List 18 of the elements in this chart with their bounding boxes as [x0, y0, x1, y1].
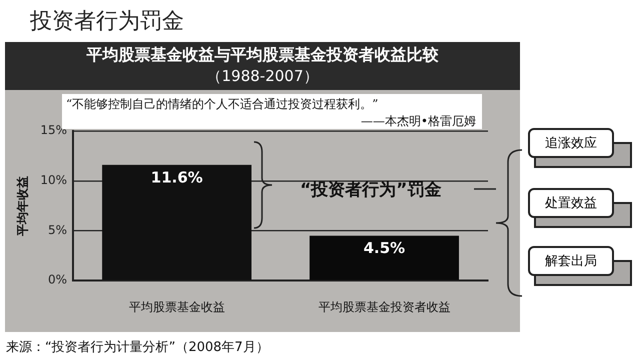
text: 处置效益 [528, 188, 614, 218]
y-tick-label: 5% [48, 222, 68, 237]
text: 投资者行为罚金 [30, 8, 184, 36]
data-label: 11.6% [150, 168, 203, 186]
data-label: 4.5% [363, 239, 406, 258]
chart-subtitle: （1988-2007） [206, 67, 320, 86]
y-tick-label: 0% [48, 272, 68, 287]
x-tick-label: 平均股票基金投资者收益 [318, 300, 450, 314]
text: ——本杰明•格雷厄姆 [360, 113, 476, 130]
y-axis-title: 平均年收益 [15, 176, 30, 237]
annotation: “投资者行为”罚金 [300, 179, 442, 201]
text: 追涨效应 [528, 128, 614, 158]
source-note: 来源：“投资者行为计量分析”（2008年7月） [6, 339, 269, 356]
text: “不能够控制自己的情绪的个人不适合通过投资过程获利。” [66, 96, 378, 113]
chart-title: 平均股票基金收益与平均股票基金投资者收益比较 [86, 45, 440, 66]
y-tick-label: 10% [40, 172, 68, 187]
text: 解套出局 [528, 246, 614, 276]
x-tick-label: 平均股票基金收益 [128, 300, 225, 314]
